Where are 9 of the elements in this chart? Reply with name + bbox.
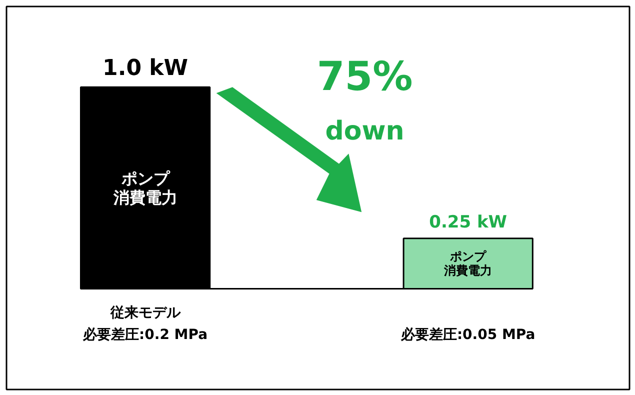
annotation: down <box>325 116 404 146</box>
annotation: ポンプ消費電力 <box>112 168 178 207</box>
text: 必要差圧:0.05 MPa <box>400 326 536 344</box>
x-tick-label: 従来モデル <box>109 304 182 321</box>
data-label: 0.25 kW <box>429 212 508 232</box>
annotation: ポンプ消費電力 <box>443 250 492 278</box>
data-label: 1.0 kW <box>102 56 188 82</box>
annotation: 75% <box>316 54 413 100</box>
text: 必要差圧:0.2 MPa <box>82 326 208 344</box>
